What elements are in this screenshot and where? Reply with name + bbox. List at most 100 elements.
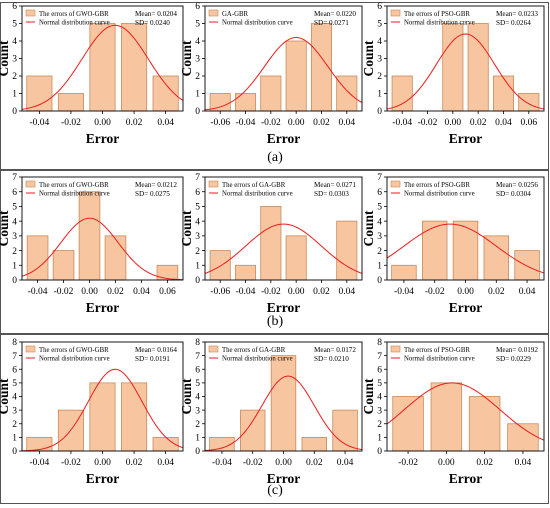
histogram-bar	[104, 235, 127, 281]
histogram-bar	[452, 220, 479, 281]
y-tick-label: 1	[195, 261, 200, 271]
histogram-bar	[89, 23, 116, 112]
y-tick-label: 0	[377, 276, 382, 286]
legend-swatch-bars	[25, 345, 36, 353]
legend-swatch-bars	[25, 180, 36, 188]
histogram-bar	[121, 23, 148, 112]
x-tick-label: -0.02	[418, 118, 438, 128]
x-axis-label: Error	[267, 300, 301, 315]
panel-c-frame	[0, 334, 549, 504]
panel-label-b: (b)	[266, 314, 284, 329]
y-tick-label: 4	[195, 217, 200, 227]
normal-distribution-curve	[204, 223, 363, 274]
legend-label-bars: GA-GBR	[222, 11, 249, 18]
y-axis-label: Count	[361, 378, 376, 415]
histogram-chart-9: 0 1 2 3 4 5 6 7 8 -0.02 0.00 0.02 0.04 Count Error The …	[361, 338, 545, 486]
x-tick-label: -0.06	[210, 118, 230, 128]
y-axis-label: Count	[179, 378, 194, 415]
y-tick-label: 2	[377, 420, 382, 430]
stat-mean: Mean= 0.0212	[135, 181, 177, 189]
y-tick-label: 2	[195, 247, 200, 257]
legend-swatch-bars	[208, 345, 219, 353]
x-tick-label: 0.04	[337, 458, 354, 468]
histogram-bar	[483, 235, 509, 281]
histogram-bar	[270, 355, 297, 452]
y-tick-label: 8	[377, 338, 382, 348]
x-tick-label: 0.00	[94, 118, 111, 128]
legend-swatch-bars	[208, 9, 219, 17]
y-tick-label: 2	[377, 247, 382, 257]
histogram-bar	[467, 23, 489, 112]
y-tick-label: 4	[12, 37, 17, 47]
x-tick-label: 0.04	[338, 287, 355, 297]
histogram-bar	[26, 235, 49, 281]
histogram-bar	[422, 220, 448, 281]
x-axis-label: Error	[449, 471, 483, 486]
histogram-chart-4: 0 1 2 3 4 5 6 7 -0.04 -0.02 0.00 0.02 0.04 0.06 Count E…	[0, 173, 184, 315]
y-tick-label: 5	[377, 379, 382, 389]
stat-sd: SD= 0.0229	[496, 355, 531, 363]
legend-label-bars: The errors of GWO-GBR	[39, 347, 109, 354]
x-tick-label: -0.02	[243, 458, 263, 468]
stat-sd: SD= 0.0191	[135, 355, 170, 363]
stat-sd: SD= 0.0304	[496, 190, 531, 198]
histogram-bar	[78, 191, 101, 281]
x-tick-label: -0.02	[398, 458, 418, 468]
histogram-chart-8: 0 1 2 3 4 5 6 7 8 -0.04 -0.02 0.00 0.02 0.04 Count Erro…	[179, 338, 363, 486]
y-tick-label: 4	[12, 393, 17, 403]
y-tick-label: 6	[12, 188, 17, 198]
legend-label-curve: Normal distribution curve	[222, 356, 293, 363]
x-axis-label: Error	[449, 131, 483, 146]
y-tick-label: 6	[12, 365, 17, 375]
x-tick-label: 0.04	[157, 118, 174, 128]
x-tick-label: 0.06	[159, 287, 176, 297]
x-tick-label: 0.02	[313, 287, 330, 297]
x-tick-label: 0.02	[126, 458, 143, 468]
y-tick-label: 0	[195, 276, 200, 286]
panel-label-a: (a)	[267, 150, 283, 165]
histogram-bar	[26, 75, 53, 112]
histogram-bar	[89, 382, 116, 452]
x-tick-label: 0.04	[515, 458, 532, 468]
x-tick-label: -0.02	[261, 287, 281, 297]
y-tick-label: 0	[195, 447, 200, 457]
histogram-bar	[52, 250, 75, 281]
histogram-chart-5: 0 1 2 3 4 5 6 7 -0.06 -0.04 -0.02 0.00 0.02 0.04 Count…	[179, 173, 363, 315]
stat-mean: Mean= 0.0164	[135, 346, 177, 354]
y-tick-label: 2	[195, 72, 200, 82]
y-tick-label: 5	[12, 20, 17, 30]
x-tick-label: -0.04	[29, 458, 49, 468]
histogram-bar	[392, 396, 424, 452]
panel-a-frame	[0, 2, 549, 170]
histogram-bar	[121, 382, 148, 452]
normal-distribution-curve	[21, 217, 184, 281]
normal-distribution-curve	[21, 368, 184, 452]
stat-sd: SD= 0.0210	[314, 355, 349, 363]
x-tick-label: 0.04	[133, 287, 150, 297]
x-axis-label: Error	[449, 300, 483, 315]
y-tick-label: 5	[195, 20, 200, 30]
y-tick-label: 1	[195, 90, 200, 100]
legend-label-bars: The errors of PSO-GBR	[404, 182, 470, 189]
x-tick-label: 0.02	[470, 118, 487, 128]
y-tick-label: 6	[377, 2, 382, 12]
y-tick-label: 4	[377, 393, 382, 403]
x-axis-label: Error	[86, 300, 120, 315]
stat-mean: Mean= 0.0204	[135, 10, 177, 18]
x-tick-label: 0.06	[520, 118, 537, 128]
x-tick-label: 0.00	[438, 458, 455, 468]
legend-label-curve: Normal distribution curve	[39, 191, 110, 198]
x-tick-label: 0.00	[288, 118, 305, 128]
y-tick-label: 3	[195, 232, 200, 242]
histogram-bar	[336, 220, 358, 281]
y-tick-label: 0	[377, 447, 382, 457]
y-tick-label: 1	[195, 434, 200, 444]
histogram-bar	[240, 409, 266, 452]
stat-mean: Mean= 0.0192	[496, 346, 538, 354]
stat-sd: SD= 0.0264	[496, 19, 531, 27]
x-axis-label: Error	[267, 131, 301, 146]
histogram-bar	[514, 250, 540, 281]
histogram-bar	[285, 235, 307, 281]
y-tick-label: 8	[12, 338, 17, 348]
